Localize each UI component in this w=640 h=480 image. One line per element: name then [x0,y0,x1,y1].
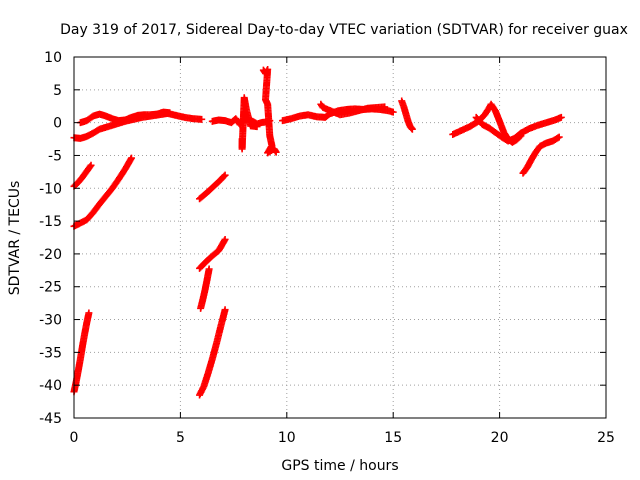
x-tick-label: 5 [176,430,185,446]
data-point [272,148,280,156]
series-arc-6-7h-minus41 [196,306,229,399]
x-axis-label: GPS time / hours [281,458,398,474]
data-point [555,133,563,141]
y-tick-label: -40 [39,378,62,394]
y-tick-label: 10 [44,50,62,66]
data-point [253,123,261,131]
y-tick-label: -45 [39,411,62,427]
x-tick-label: 10 [278,430,296,446]
data-point [221,171,229,179]
y-tick-label: -35 [39,345,62,361]
tick-layer: 0 5 10 15 20 25 -45 -40 -35 -30 -25 -20 -15 -10 -5 0 5 10 [39,50,615,446]
data-point [127,154,135,162]
data-point [85,309,93,317]
series-arc-near-zero-b [76,108,174,127]
series-arc-0-1h-minus10 [70,161,95,190]
x-tick-label: 20 [491,430,509,446]
y-axis-label: SDTVAR / TECUs [7,181,23,296]
chart-title: Day 319 of 2017, Sidereal Day-to-day VTE… [60,22,628,38]
data-point [205,265,213,273]
plot-frame [73,56,607,419]
y-tick-label: -15 [39,214,62,230]
y-tick-label: -5 [48,148,62,164]
data-point [221,306,229,314]
data-point [408,125,416,133]
series-arc-15-16h [398,97,416,133]
series-spikes-8h [238,94,261,153]
data-layer [70,65,565,399]
series-arc-21-23h-low [519,133,563,177]
data-point [557,113,565,121]
y-tick-label: -25 [39,280,62,296]
data-point [86,162,94,170]
series-arc-10-16h-upper [317,100,389,119]
y-tick-label: -10 [39,181,62,197]
x-tick-label: 15 [384,430,402,446]
series-arc-0-1h-minus40 [70,309,93,396]
data-point [166,109,174,117]
data-point [381,103,389,111]
x-tick-label: 25 [597,430,615,446]
data-point [220,172,228,180]
y-tick-label: -20 [39,247,62,263]
data-point [221,235,229,243]
series-spikes-9h [259,65,280,157]
data-point [87,161,95,169]
series-arc-6-7h-minus22 [196,235,229,272]
x-tick-label: 0 [70,430,79,446]
y-tick-label: -30 [39,313,62,329]
series-arc-19-23h [472,113,565,145]
data-point [389,108,397,116]
grid-layer [74,57,606,418]
data-point [198,115,206,123]
y-tick-label: 0 [53,116,62,132]
series-arc-6h-minus27 [197,265,213,312]
y-tick-label: 5 [53,83,62,99]
series-arc-6-7h-minus11 [196,171,229,203]
